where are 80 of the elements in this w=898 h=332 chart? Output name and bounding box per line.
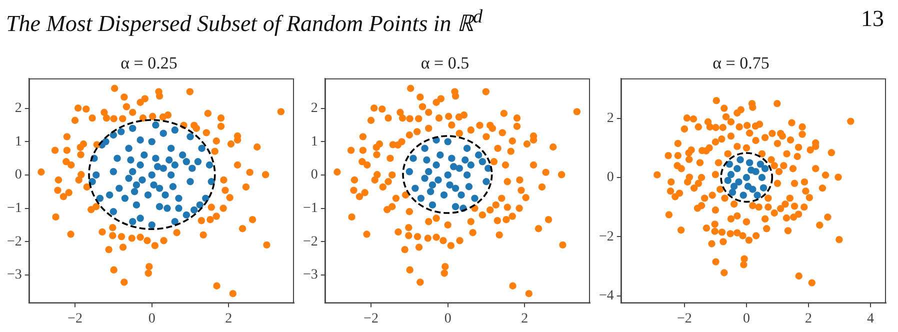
- point: [735, 178, 742, 186]
- point: [471, 194, 478, 202]
- point: [760, 184, 768, 192]
- point: [758, 174, 766, 182]
- x-tick-label: 2: [521, 311, 528, 326]
- point: [426, 188, 434, 196]
- x-tick-label: 4: [866, 311, 874, 326]
- y-tick-label: −1: [302, 200, 318, 216]
- point: [463, 144, 471, 152]
- y-tick-label: −2: [6, 234, 22, 250]
- point: [478, 158, 486, 166]
- point: [463, 171, 471, 179]
- point: [728, 188, 736, 196]
- point: [425, 168, 432, 176]
- y-tick-label: −3: [6, 268, 22, 283]
- point: [761, 165, 769, 172]
- x-tick-label: 2: [804, 311, 812, 326]
- point: [436, 151, 444, 159]
- x-tick-label: −2: [68, 311, 82, 326]
- y-tick-label: 1: [14, 134, 22, 150]
- point: [474, 151, 482, 159]
- point: [410, 154, 417, 162]
- point: [756, 160, 764, 168]
- point: [462, 156, 469, 164]
- point: [417, 194, 425, 202]
- y-tick-label: −4: [598, 288, 614, 304]
- point: [423, 156, 430, 164]
- y-tick-label: 0: [14, 168, 22, 183]
- text: 13: [861, 6, 884, 32]
- point: [450, 163, 458, 170]
- point: [727, 170, 735, 178]
- point: [421, 144, 428, 152]
- y-tick-label: −3: [302, 268, 318, 283]
- y-tick-label: 2: [310, 101, 318, 116]
- text: The Most Dispersed Subset of Random Points in ℝ$^{d}$: [6, 6, 483, 38]
- x-tick-label: 0: [742, 311, 750, 326]
- point: [754, 192, 761, 199]
- point: [456, 164, 463, 172]
- chart-title: α = 0.5: [420, 54, 470, 73]
- point: [452, 203, 460, 210]
- point: [458, 191, 465, 199]
- point: [726, 160, 734, 168]
- point: [421, 174, 428, 182]
- point: [448, 154, 456, 162]
- y-tick-label: 2: [14, 101, 22, 116]
- y-tick-label: 2: [606, 111, 614, 126]
- x-tick-label: 0: [148, 311, 156, 326]
- point: [452, 184, 460, 192]
- x-tick-label: 0: [444, 311, 452, 326]
- y-tick-label: −1: [6, 200, 22, 216]
- chart-title: α = 0.75: [712, 54, 770, 73]
- point: [432, 161, 440, 169]
- point: [444, 138, 452, 146]
- point: [746, 159, 754, 166]
- y-tick-label: −2: [302, 234, 318, 250]
- point: [406, 168, 414, 176]
- chart-title: α = 0.25: [120, 54, 178, 73]
- point: [724, 176, 732, 184]
- x-tick-label: 2: [225, 311, 232, 326]
- y-tick-label: 0: [606, 170, 614, 186]
- point: [428, 181, 436, 189]
- point: [465, 183, 473, 190]
- point: [482, 178, 490, 186]
- x-tick-label: −2: [677, 311, 692, 326]
- point: [748, 166, 755, 174]
- x-tick-label: −2: [364, 311, 378, 326]
- point: [412, 184, 419, 192]
- point: [434, 176, 442, 184]
- point: [740, 192, 747, 199]
- point: [444, 171, 452, 179]
- point: [440, 191, 448, 199]
- point: [736, 156, 744, 164]
- y-tick-label: −2: [598, 229, 614, 244]
- y-tick-label: 1: [310, 134, 318, 150]
- point: [744, 182, 752, 190]
- point: [467, 161, 474, 169]
- point: [446, 181, 454, 189]
- point: [428, 201, 436, 209]
- y-tick-label: 0: [310, 168, 318, 183]
- point: [734, 165, 741, 172]
